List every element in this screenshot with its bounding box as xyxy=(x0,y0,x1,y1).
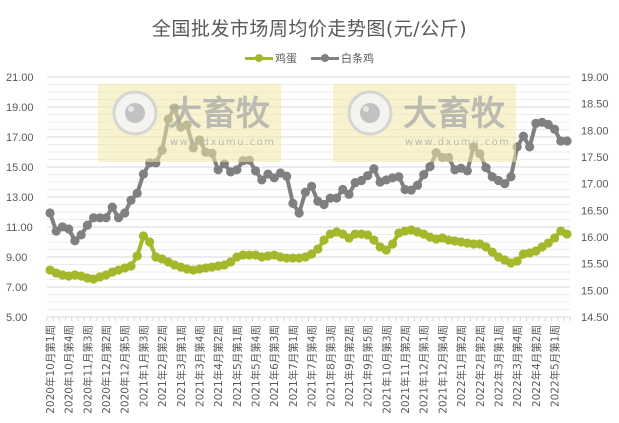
svg-text:2021年5月第1周: 2021年5月第1周 xyxy=(231,325,244,407)
svg-text:5.00: 5.00 xyxy=(6,312,27,324)
svg-text:2022年2月第2周: 2022年2月第2周 xyxy=(474,325,487,407)
svg-text:2021年5月第4周: 2021年5月第4周 xyxy=(250,325,263,407)
x-axis: 2020年10月第1周 2020年10月第4周 2020年11月第3周 2020年12… xyxy=(44,325,562,414)
legend-item-egg[interactable]: 鸡蛋 xyxy=(245,50,297,66)
svg-text:18.00: 18.00 xyxy=(581,125,609,137)
y-axis-right: 19.00 18.50 18.00 17.50 17.00 16.50 16.00 15.50… xyxy=(581,72,609,324)
chart-legend: 鸡蛋 白条鸡 xyxy=(0,50,619,66)
svg-text:2021年2月第2周: 2021年2月第2周 xyxy=(156,325,169,407)
svg-text:2020年11月第3周: 2020年11月第3周 xyxy=(81,325,94,414)
svg-text:2020年10月第1周: 2020年10月第1周 xyxy=(44,325,57,414)
svg-text:15.00: 15.00 xyxy=(6,162,34,174)
svg-text:2021年3月第1周: 2021年3月第1周 xyxy=(175,325,188,407)
svg-text:7.00: 7.00 xyxy=(6,282,27,294)
svg-text:2021年4月第2周: 2021年4月第2周 xyxy=(212,325,225,407)
legend-egg-marker-icon xyxy=(245,53,273,63)
svg-text:14.50: 14.50 xyxy=(581,312,609,324)
svg-text:大畜牧: 大畜牧 xyxy=(403,94,506,134)
svg-text:19.00: 19.00 xyxy=(6,102,34,114)
svg-text:18.50: 18.50 xyxy=(581,99,609,111)
svg-text:2021年8月第3周: 2021年8月第3周 xyxy=(324,325,337,407)
svg-text:2022年3月第1周: 2022年3月第1周 xyxy=(492,325,505,407)
svg-text:大畜牧: 大畜牧 xyxy=(168,94,271,134)
svg-text:13.00: 13.00 xyxy=(6,192,34,204)
svg-text:2022年4月第2周: 2022年4月第2周 xyxy=(530,325,543,407)
svg-text:2020年10月第4周: 2020年10月第4周 xyxy=(63,325,76,414)
svg-text:2022年5月第1周: 2022年5月第1周 xyxy=(549,325,562,407)
svg-text:17.50: 17.50 xyxy=(581,152,609,164)
svg-text:2021年7月第4周: 2021年7月第4周 xyxy=(306,325,319,407)
legend-chicken-marker-icon xyxy=(311,53,339,63)
svg-text:11.00: 11.00 xyxy=(6,222,33,234)
svg-text:16.00: 16.00 xyxy=(581,232,609,244)
svg-text:2022年1月第2周: 2022年1月第2周 xyxy=(455,325,468,407)
legend-chicken-label: 白条鸡 xyxy=(341,52,374,65)
svg-text:19.00: 19.00 xyxy=(581,72,609,84)
svg-text:16.50: 16.50 xyxy=(581,205,609,217)
svg-text:15.00: 15.00 xyxy=(581,285,609,297)
svg-text:2021年12月第4周: 2021年12月第4周 xyxy=(436,325,449,414)
svg-text:2021年3月第4周: 2021年3月第4周 xyxy=(193,325,206,407)
svg-text:2020年12月第5周: 2020年12月第5周 xyxy=(119,325,132,414)
svg-text:2021年10月第3周: 2021年10月第3周 xyxy=(380,325,393,414)
legend-egg-label: 鸡蛋 xyxy=(275,52,297,65)
svg-text:9.00: 9.00 xyxy=(6,252,27,264)
y-axis-left: 21.00 19.00 17.00 15.00 13.00 11.00 9.00 7.00 5.… xyxy=(6,72,34,324)
svg-text:2021年7月第1周: 2021年7月第1周 xyxy=(287,325,300,407)
svg-text:2021年12月第1周: 2021年12月第1周 xyxy=(418,325,431,414)
watermarks: 大畜牧 www.dxumu.com 大畜牧 www.dxumu.com xyxy=(98,84,516,162)
chart-title: 全国批发市场周均价走势图(元/公斤) xyxy=(151,18,468,40)
svg-text:2021年1月第3周: 2021年1月第3周 xyxy=(137,325,150,407)
svg-text:17.00: 17.00 xyxy=(6,132,34,144)
svg-text:2022年3月第4周: 2022年3月第4周 xyxy=(511,325,524,407)
svg-text:www.dxumu.com: www.dxumu.com xyxy=(405,137,511,148)
svg-text:2021年9月第5周: 2021年9月第5周 xyxy=(362,325,375,407)
svg-text:17.00: 17.00 xyxy=(581,179,609,191)
svg-text:2020年12月第2周: 2020年12月第2周 xyxy=(100,325,113,414)
svg-text:www.dxumu.com: www.dxumu.com xyxy=(170,137,276,148)
svg-text:2021年9月第2周: 2021年9月第2周 xyxy=(343,325,356,407)
svg-text:15.50: 15.50 xyxy=(581,259,609,271)
svg-text:21.00: 21.00 xyxy=(6,72,34,84)
legend-item-chicken[interactable]: 白条鸡 xyxy=(311,50,374,66)
svg-text:2021年11月第2周: 2021年11月第2周 xyxy=(399,325,412,414)
svg-text:2021年6月第3周: 2021年6月第3周 xyxy=(268,325,281,407)
